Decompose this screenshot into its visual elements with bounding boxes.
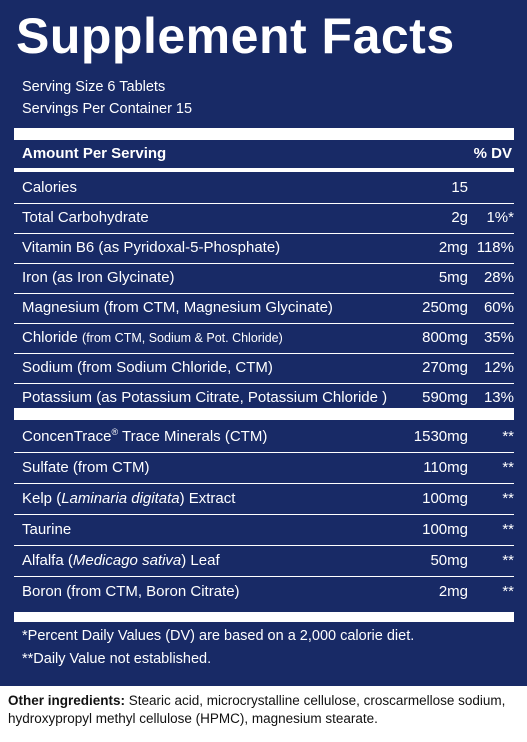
nutrient-row: Magnesium (from CTM, Magnesium Glycinate… [14,293,514,324]
ingredient-dv: ** [502,521,514,538]
nutrient-name-text: Potassium (as Potassium Citrate, Potassi… [22,389,388,406]
other-ingredients: Other ingredients: Stearic acid, microcr… [8,692,523,728]
ingredient-name-pre: Kelp ( [22,490,62,507]
ingredient-name-post: ) Extract [179,490,236,507]
ingredient-name: Sulfate (from CTM) [22,453,150,483]
ingredient-name-pre: Taurine [22,521,72,538]
nutrient-dv: 1%* [486,209,514,226]
nutrient-dv: 118% [476,239,514,256]
ingredient-amount: 1530mg [413,428,468,445]
nutrient-name-text: Sodium (from Sodium Chloride, CTM) [22,359,273,376]
nutrient-row: Calories 15 [14,173,514,204]
nutrient-amount: 2g [451,209,468,226]
ingredient-amount: 110mg [423,459,468,476]
ingredient-name: Alfalfa (Medicago sativa) Leaf [22,546,220,576]
nutrient-row: Iron (as Iron Glycinate) 5mg 28% [14,263,514,294]
thick-divider [14,128,514,140]
nutrient-amount: 590mg [422,389,468,406]
registered-mark: ® [111,427,119,437]
nutrient-name-text: Iron (as Iron Glycinate) [22,269,175,286]
supplement-facts-panel: Supplement Facts Serving Size 6 Tablets … [0,0,527,686]
ingredient-dv: ** [502,428,514,445]
nutrient-name: Magnesium (from CTM, Magnesium Glycinate… [22,293,333,323]
ingredient-name: Kelp (Laminaria digitata) Extract [22,484,235,514]
ingredient-name-pre: Boron (from CTM, Boron Citrate) [22,583,240,600]
nutrient-name: Chloride (from CTM, Sodium & Pot. Chlori… [22,323,283,353]
panel-title: Supplement Facts [16,8,455,64]
ingredient-name: ConcenTrace® Trace Minerals (CTM) [22,422,267,452]
ingredient-name-pre: Alfalfa ( [22,552,73,569]
ingredient-row: ConcenTrace® Trace Minerals (CTM) 1530mg *… [14,422,514,453]
nutrient-dv: 60% [483,299,514,316]
nutrient-dv: 35% [483,329,514,346]
nutrient-row: Potassium (as Potassium Citrate, Potassi… [14,383,514,413]
ingredient-amount: 100mg [422,521,468,538]
ingredient-name-post: ) Leaf [181,552,220,569]
nutrient-name-detail: (from CTM, Sodium & Pot. Chloride) [82,331,283,345]
nutrient-dv: 12% [483,359,514,376]
table-header: Amount Per Serving % DV [22,145,512,165]
ingredient-latin-name: Laminaria digitata [61,490,180,507]
footnote-no-dv: **Daily Value not established. [22,651,212,667]
nutrient-dv: 13% [483,389,514,406]
amount-per-serving-label: Amount Per Serving [22,145,167,162]
ingredient-dv: ** [502,490,514,507]
ingredient-dv: ** [502,552,514,569]
ingredient-name: Boron (from CTM, Boron Citrate) [22,577,240,607]
nutrient-amount: 5mg [438,269,468,286]
ingredient-amount: 100mg [422,490,468,507]
nutrient-amount: 270mg [422,359,468,376]
nutrient-name: Total Carbohydrate [22,203,149,233]
servings-per-container: Servings Per Container 15 [22,101,193,117]
nutrient-name-text: Magnesium (from CTM, Magnesium Glycinate… [22,299,333,316]
ingredient-dv: ** [502,459,514,476]
ingredient-name: Taurine [22,515,71,545]
nutrient-row: Total Carbohydrate 2g 1%* [14,203,514,234]
ingredient-row: Sulfate (from CTM) 110mg ** [14,453,514,484]
nutrient-name-text: Chloride [22,329,78,346]
serving-size: Serving Size 6 Tablets [22,79,166,95]
ingredient-row: Kelp (Laminaria digitata) Extract 100mg ** [14,484,514,515]
ingredient-amount: 50mg [430,552,468,569]
ingredient-row: Boron (from CTM, Boron Citrate) 2mg ** [14,577,514,607]
ingredient-name-pre: ConcenTrace [22,428,112,445]
nutrient-row: Chloride (from CTM, Sodium & Pot. Chlori… [14,323,514,354]
nutrient-name: Iron (as Iron Glycinate) [22,263,175,293]
nutrient-dv: 28% [483,269,514,286]
nutrient-name: Potassium (as Potassium Citrate, Potassi… [22,383,387,413]
nutrient-amount: 250mg [422,299,468,316]
nutrient-row: Vitamin B6 (as Pyridoxal-5-Phosphate) 2mg… [14,233,514,264]
ingredient-name-post: Trace Minerals (CTM) [118,428,268,445]
nutrient-name-text: Total Carbohydrate [22,209,149,226]
nutrient-row: Sodium (from Sodium Chloride, CTM) 270mg 1… [14,353,514,384]
nutrient-name-text: Vitamin B6 (as Pyridoxal-5-Phosphate) [22,239,281,256]
medium-divider [14,168,514,172]
nutrient-amount: 800mg [422,329,468,346]
ingredient-row: Alfalfa (Medicago sativa) Leaf 50mg ** [14,546,514,577]
footnote-dv: *Percent Daily Values (DV) are based on … [22,628,415,644]
thick-divider-2 [14,408,514,420]
nutrient-amount: 2mg [438,239,468,256]
ingredient-latin-name: Medicago sativa [72,552,182,569]
other-ingredients-text: Stearic acid, microcrystalline cellulose… [8,693,506,726]
thick-divider-3 [14,612,514,622]
nutrient-amount: 15 [451,179,468,196]
ingredient-dv: ** [502,583,514,600]
dv-label: % DV [473,145,512,162]
ingredient-row: Taurine 100mg ** [14,515,514,546]
other-ingredients-label: Other ingredients: [8,693,126,708]
ingredient-amount: 2mg [438,583,468,600]
nutrient-name: Vitamin B6 (as Pyridoxal-5-Phosphate) [22,233,280,263]
nutrient-name-text: Calories [22,179,78,196]
nutrient-name: Sodium (from Sodium Chloride, CTM) [22,353,273,383]
ingredient-name-pre: Sulfate (from CTM) [22,459,150,476]
nutrient-name: Calories [22,173,77,203]
